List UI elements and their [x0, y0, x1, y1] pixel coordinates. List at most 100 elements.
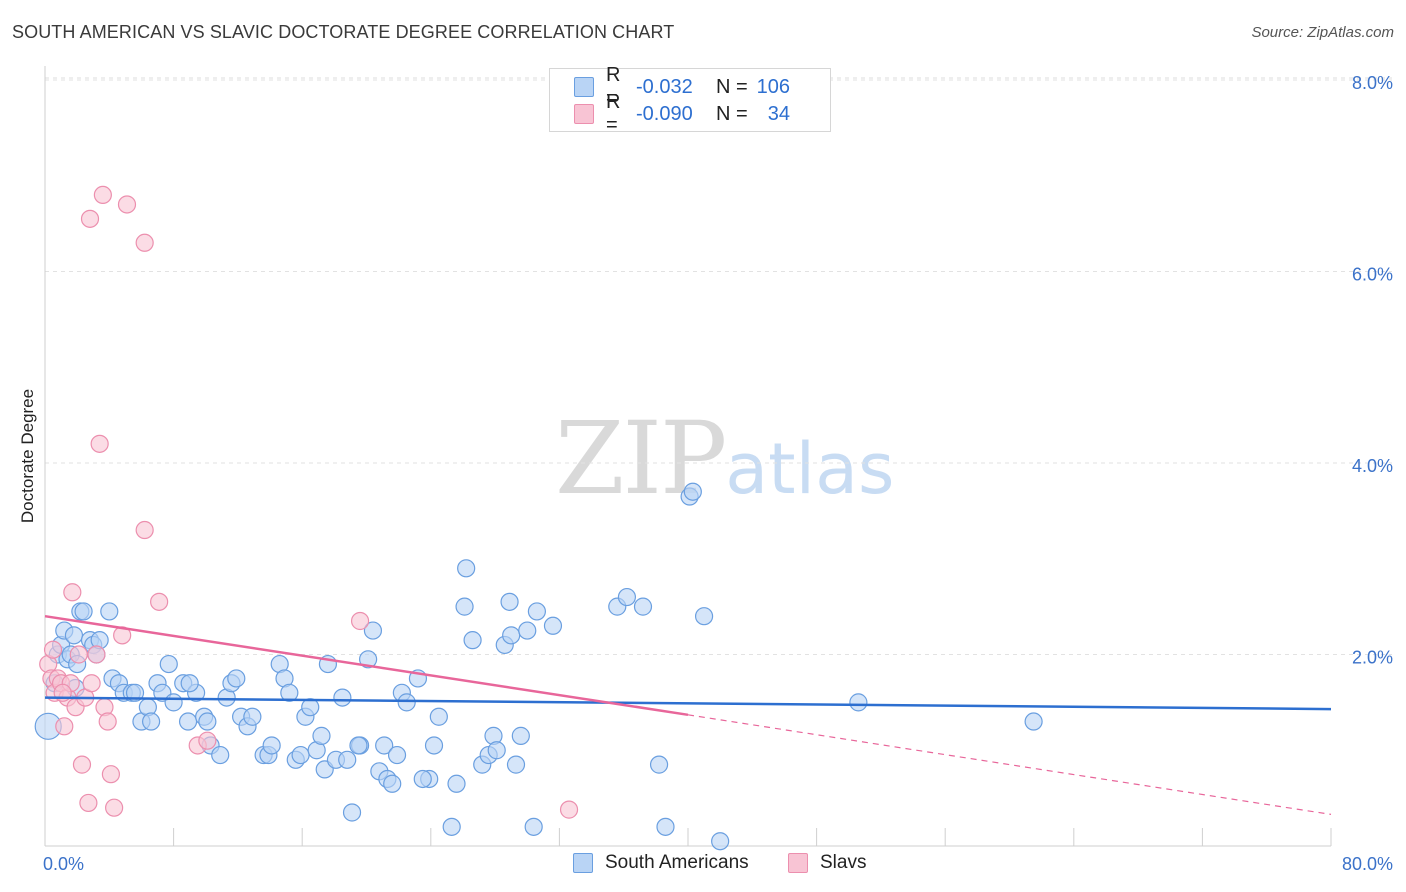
point-south-americans: [442, 817, 461, 836]
r-label: R =: [606, 64, 621, 109]
point-slavs: [135, 233, 154, 252]
point-south-americans: [383, 774, 402, 793]
r-value: -0.032: [636, 75, 693, 98]
r-label: R =: [606, 91, 621, 136]
point-south-americans: [457, 559, 476, 578]
point-south-americans: [342, 803, 362, 822]
point-south-americans: [301, 698, 320, 717]
x-tick-label: 80.0%: [1342, 854, 1393, 874]
legend-label-slavs: Slavs: [820, 852, 867, 873]
point-slavs: [79, 793, 98, 813]
point-slavs: [105, 798, 124, 817]
point-south-americans: [164, 693, 183, 712]
point-south-americans: [338, 750, 357, 769]
y-tick-label: 2.0%: [1352, 648, 1393, 668]
point-south-americans: [397, 693, 416, 712]
legend-swatch-slavs: [574, 104, 594, 124]
point-south-americans: [711, 832, 730, 851]
point-slavs: [135, 520, 154, 540]
point-south-americans: [543, 616, 563, 635]
point-south-americans: [375, 736, 394, 755]
point-south-americans: [1024, 712, 1043, 731]
point-south-americans: [291, 745, 310, 765]
legend-swatch-slavs: [788, 853, 808, 873]
point-south-americans: [649, 755, 669, 774]
point-slavs: [350, 611, 370, 631]
trend-line-south-americans: [44, 696, 1332, 711]
point-south-americans: [455, 597, 474, 616]
point-south-americans: [262, 736, 281, 755]
point-south-americans: [527, 602, 546, 621]
point-south-americans: [656, 817, 675, 836]
legend-row-south-americans: R = -0.032 N = 106: [574, 64, 790, 109]
point-south-americans: [447, 774, 466, 793]
legend-item-south-americans[interactable]: South Americans: [573, 852, 749, 874]
point-south-americans: [463, 631, 482, 650]
n-label: N =: [716, 102, 748, 125]
point-slavs: [55, 717, 74, 736]
point-south-americans: [74, 602, 93, 621]
point-south-americans: [633, 597, 653, 616]
legend-swatch-south-americans: [574, 77, 594, 97]
legend-label-south-americans: South Americans: [605, 852, 749, 873]
series-legend: South Americans Slavs: [0, 852, 1406, 878]
correlation-legend: R = -0.032 N = 106 R = -0.090 N = 34: [549, 64, 831, 136]
point-slavs: [93, 185, 112, 204]
point-south-americans: [506, 755, 526, 774]
point-slavs: [72, 755, 92, 774]
n-value: 34: [767, 102, 790, 125]
point-south-americans: [518, 621, 537, 640]
point-south-americans: [227, 669, 246, 688]
point-south-americans: [500, 592, 519, 611]
legend-swatch-south-americans: [573, 853, 593, 873]
n-label: N =: [716, 75, 748, 98]
point-south-americans: [502, 626, 521, 645]
point-south-americans: [159, 654, 178, 674]
point-slavs: [117, 195, 137, 214]
point-south-americans: [125, 683, 145, 702]
n-value: 106: [756, 75, 790, 98]
x-tick-label: 0.0%: [43, 854, 84, 874]
source-credit: Source: ZipAtlas.com: [1251, 24, 1394, 41]
point-south-americans: [280, 683, 299, 702]
y-tick-label: 8.0%: [1352, 73, 1393, 93]
point-slavs: [80, 209, 100, 228]
point-south-americans: [180, 674, 199, 693]
legend-item-slavs[interactable]: Slavs: [788, 852, 866, 874]
point-south-americans: [511, 726, 530, 745]
point-slavs: [69, 645, 88, 664]
point-south-americans: [64, 626, 84, 645]
point-slavs: [98, 712, 117, 731]
point-south-americans: [211, 745, 230, 765]
point-south-americans: [487, 741, 506, 760]
point-south-americans: [524, 817, 543, 836]
point-slavs: [198, 731, 217, 750]
legend-row-slavs: R = -0.090 N = 34: [574, 91, 790, 136]
point-south-americans: [617, 587, 637, 607]
point-south-americans: [387, 745, 407, 765]
point-slavs: [150, 592, 169, 611]
point-south-americans: [178, 712, 198, 731]
point-south-americans: [694, 607, 714, 626]
point-slavs: [43, 640, 63, 659]
trend-extension-slavs: [687, 714, 1332, 815]
point-south-americans: [424, 736, 444, 755]
chart-title: SOUTH AMERICAN VS SLAVIC DOCTORATE DEGRE…: [12, 22, 675, 42]
point-south-americans: [683, 482, 702, 501]
trend-line-slavs: [44, 614, 689, 717]
point-slavs: [82, 674, 101, 693]
point-south-americans: [333, 688, 352, 707]
point-south-americans: [849, 693, 868, 712]
point-slavs: [87, 645, 106, 664]
point-south-americans: [243, 707, 262, 726]
point-slavs: [63, 583, 82, 602]
point-slavs: [90, 434, 109, 453]
point-south-americans: [198, 712, 217, 731]
y-tick-label: 4.0%: [1352, 456, 1393, 476]
point-south-americans: [359, 650, 378, 669]
point-south-americans: [363, 621, 383, 640]
point-south-americans: [413, 769, 432, 789]
point-slavs: [101, 765, 121, 784]
y-tick-label: 6.0%: [1352, 265, 1393, 285]
